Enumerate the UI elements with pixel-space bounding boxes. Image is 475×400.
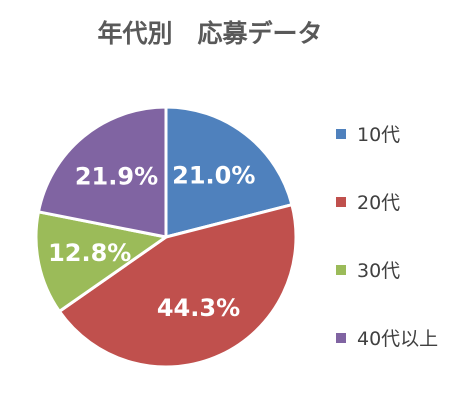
data-label-10s: 21.0%: [172, 161, 255, 189]
data-label-30s: 12.8%: [48, 239, 131, 267]
legend-swatch-40s-plus: [336, 332, 346, 343]
chart-title: 年代別 応募データ: [97, 19, 323, 48]
legend-swatch-20s: [336, 196, 346, 207]
legend-swatch-30s: [336, 264, 346, 275]
data-label-40s-plus: 21.9%: [75, 163, 158, 191]
legend-item-20s: 20代: [336, 188, 400, 215]
legend-label-40s-plus: 40代以上: [357, 328, 439, 350]
pie-slice-40s-plus: [36, 105, 168, 239]
legend-label-30s: 30代: [357, 260, 401, 282]
legend-label-20s: 20代: [357, 192, 401, 214]
legend-label-10s: 10代: [357, 124, 401, 146]
legend-item-40s-plus: 40代以上: [336, 324, 438, 351]
legend-item-30s: 30代: [336, 256, 400, 283]
legend-swatch-10s: [336, 128, 346, 139]
legend-item-10s: 10代: [336, 120, 400, 147]
pie-slice-30s: [34, 210, 168, 313]
pie-slice-10s: [164, 105, 294, 239]
pie-slice-20s: [57, 203, 298, 369]
data-label-20s: 44.3%: [157, 294, 240, 322]
